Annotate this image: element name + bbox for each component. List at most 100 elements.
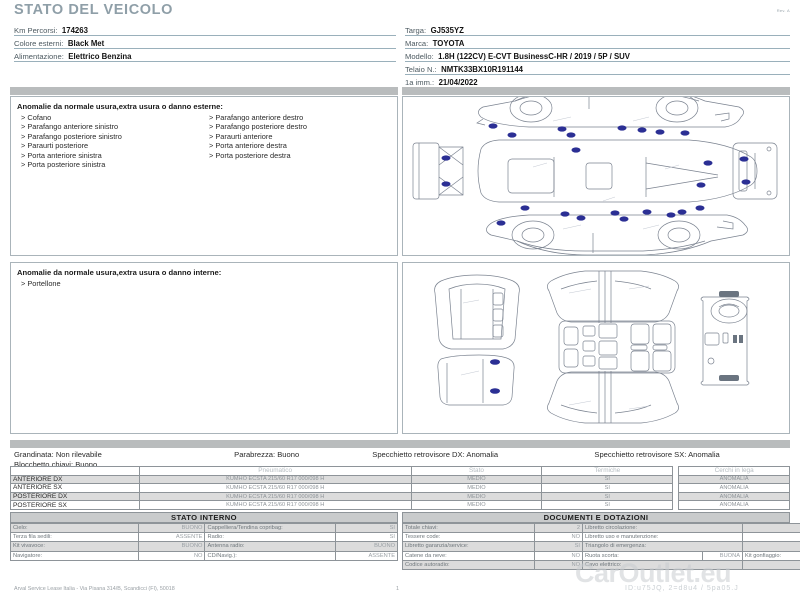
section-divider-bar-mid xyxy=(10,440,790,448)
list-item: Porta posteriore destra xyxy=(209,151,397,160)
internal-anomalies-col-left: Portellone xyxy=(21,279,209,288)
footer: Arval Service Lease Italia - Via Pisana … xyxy=(14,586,789,592)
tyre-spec: KUMHO ECSTA 215/60 R17 000/098 H xyxy=(138,474,412,485)
vehicle-info-right: Targa: GJ535YZ Marca: TOYOTA Modello: 1.… xyxy=(405,23,790,88)
tyre-rim: ANOMALIA xyxy=(678,483,790,493)
field-label: Libretto uso e manutenzione: xyxy=(581,532,744,543)
table-row: POSTERIORE SX KUMHO ECSTA 215/60 R17 000… xyxy=(10,500,790,510)
info-label: Modello: xyxy=(405,52,434,61)
info-row-plate: Targa: GJ535YZ xyxy=(405,23,790,36)
info-row-colour: Colore esterni: Black Met xyxy=(14,36,396,49)
external-anomalies-panel: Anomalie da normale usura,extra usura o … xyxy=(10,96,398,256)
table-row: POSTERIORE DX KUMHO ECSTA 215/60 R17 000… xyxy=(10,491,790,502)
field-value: BUONA xyxy=(701,550,744,561)
list-item: Portellone xyxy=(21,279,209,288)
external-anomalies-col-left: Cofano Parafango anteriore sinistro Para… xyxy=(21,113,209,169)
table-row: Totale chiavi: 2 Libretto circolazione: … xyxy=(402,522,800,534)
table-row: ANTERIORE SX KUMHO ECSTA 215/60 R17 000/… xyxy=(10,483,790,493)
field-label: Terza fila sedili: xyxy=(9,532,140,543)
status-value: Buono xyxy=(75,459,98,469)
documents-table: Totale chiavi: 2 Libretto circolazione: … xyxy=(402,522,800,570)
info-label: Km Percorsi: xyxy=(14,26,58,35)
column-spacer xyxy=(672,483,679,493)
tyre-winter: SI xyxy=(541,491,674,502)
list-item: Porta anteriore destra xyxy=(209,141,397,150)
field-value: BUONO xyxy=(138,522,206,534)
tyre-col-cerchi: Cerchi in lega xyxy=(678,466,790,476)
field-label: Antenna radio: xyxy=(204,541,336,552)
list-item: Parafango posteriore sinistro xyxy=(21,132,209,141)
list-item: Parafango anteriore destro xyxy=(209,113,397,122)
list-item: Parafango posteriore destro xyxy=(209,122,397,131)
field-value: SI xyxy=(742,541,800,552)
field-value: ASSENTE xyxy=(334,550,399,561)
field-value: 2 xyxy=(534,522,583,534)
field-value: SI xyxy=(334,532,399,543)
field-label: Codice autoradio: xyxy=(402,559,535,570)
column-spacer xyxy=(672,475,679,484)
status-parabrezza: Parabrezza: Buono xyxy=(234,450,370,460)
footer-page-number: 1 xyxy=(396,586,399,592)
section-divider-bar-right xyxy=(402,87,790,95)
info-value: 1.8H (122CV) E-CVT BusinessC-HR / 2019 /… xyxy=(438,52,630,61)
info-value: NMTK33BX10R191144 xyxy=(441,65,524,74)
vehicle-status-line: Grandinata: Non rilevabile Parabrezza: B… xyxy=(14,450,789,469)
field-label: Cavo elettrico: xyxy=(581,559,744,570)
tyre-winter: SI xyxy=(541,500,674,510)
table-row: Navigatore: NO CD/Navig.): ASSENTE xyxy=(9,550,399,561)
info-value: GJ535YZ xyxy=(430,26,464,35)
field-value: NO xyxy=(138,550,206,561)
info-value: Elettrico Benzina xyxy=(68,52,132,61)
field-value: SI xyxy=(534,541,583,552)
internal-anomalies-col-right xyxy=(209,279,397,288)
table-row: Libretto garanzia/service: SI Triangolo … xyxy=(402,541,800,552)
status-grandinata: Grandinata: Non rilevabile xyxy=(14,450,232,460)
info-row-fuel: Alimentazione: Elettrico Benzina xyxy=(14,49,396,62)
status-label: Blocchetto chiavi: xyxy=(14,459,74,469)
status-label: Parabrezza: xyxy=(234,450,276,459)
list-item: Parafango anteriore sinistro xyxy=(21,122,209,131)
field-value: NO xyxy=(534,559,583,570)
tyre-position: ANTERIORE SX xyxy=(10,483,140,493)
revision-label: Rev. A xyxy=(776,8,790,13)
documents-section: DOCUMENTI E DOTAZIONI Totale chiavi: 2 L… xyxy=(402,512,800,570)
table-row: Codice autoradio: NO Cavo elettrico: xyxy=(402,559,800,570)
interior-state-section: STATO INTERNO Cielo: BUONO Cappelliera/T… xyxy=(9,512,399,561)
field-label: Kit gonfiaggio: xyxy=(742,550,800,561)
field-label: Navigatore: xyxy=(9,550,140,561)
table-row: Terza fila sedili: ASSENTE Radio: SI xyxy=(9,532,399,543)
tyre-rim: ANOMALIA xyxy=(678,491,790,502)
damage-markers xyxy=(490,359,500,394)
info-label: Marca: xyxy=(405,39,429,48)
field-label: Kit vivavoce: xyxy=(9,541,140,552)
footer-company: Arval Service Lease Italia - Via Pisana … xyxy=(14,586,175,592)
status-mirror-dx: Specchietto retrovisore DX: Anomalia xyxy=(372,450,592,460)
tyre-state: MEDIO xyxy=(410,474,543,485)
field-label: Totale chiavi: xyxy=(402,522,535,534)
interior-state-title: STATO INTERNO xyxy=(10,512,398,523)
field-label: Cappelliera/Tendina copribag: xyxy=(204,522,336,534)
info-label: Telaio N.: xyxy=(405,65,437,74)
watermark-subtext: ID:u75JQ, 2=d8u4 / 5pa05.J xyxy=(625,585,739,592)
info-label: 1a imm.: xyxy=(405,78,435,87)
documents-title: DOCUMENTI E DOTAZIONI xyxy=(402,512,790,523)
tyre-state: MEDIO xyxy=(410,500,543,510)
info-label: Colore esterni: xyxy=(14,39,64,48)
field-label: Libretto circolazione: xyxy=(581,522,744,534)
tyre-state: MEDIO xyxy=(410,491,543,502)
exterior-vehicle-diagram xyxy=(412,97,778,255)
field-value: NO xyxy=(534,532,583,543)
interior-state-table: Cielo: BUONO Cappelliera/Tendina copriba… xyxy=(9,522,399,561)
table-header-row: Pneumatico Stato Termiche Cerchi in lega xyxy=(10,466,790,476)
tyre-position: ANTERIORE DX xyxy=(10,474,140,485)
status-value: Anomalia xyxy=(466,450,499,459)
interior-vehicle-diagram xyxy=(434,270,750,424)
field-value: SI xyxy=(742,532,800,543)
tyre-winter: SI xyxy=(541,474,674,485)
info-row-make: Marca: TOYOTA xyxy=(405,36,790,49)
list-item: Porta posteriore sinistra xyxy=(21,160,209,169)
status-label: Specchietto retrovisore DX: xyxy=(372,450,465,459)
tyre-state: MEDIO xyxy=(410,483,543,493)
column-spacer xyxy=(672,492,679,501)
tyre-col-pneumatico: Pneumatico xyxy=(138,466,412,476)
